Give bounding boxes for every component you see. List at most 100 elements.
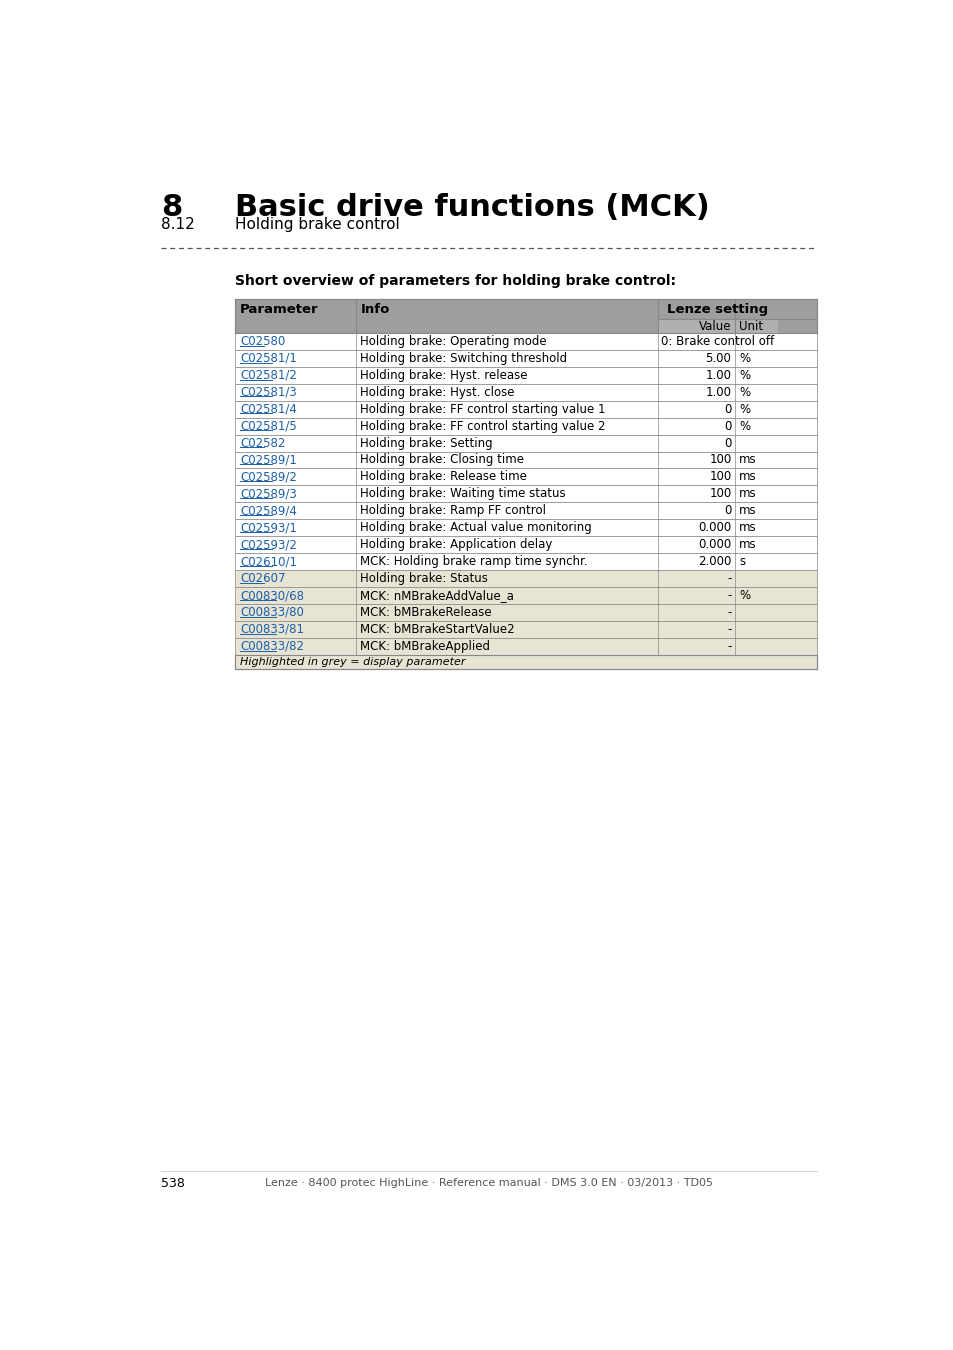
Text: C02607: C02607 [240,572,285,585]
Text: 0: 0 [723,436,731,450]
Text: %: % [739,352,750,365]
Text: ms: ms [739,521,756,535]
Text: s: s [739,555,744,568]
Text: ms: ms [739,487,756,501]
FancyBboxPatch shape [235,435,816,451]
Text: ms: ms [739,539,756,551]
FancyBboxPatch shape [235,300,816,333]
Text: C00833/80: C00833/80 [240,606,304,618]
Text: %: % [739,402,750,416]
Text: MCK: bMBrakeRelease: MCK: bMBrakeRelease [360,606,492,618]
FancyBboxPatch shape [235,333,816,350]
Text: C02610/1: C02610/1 [240,555,296,568]
Text: Short overview of parameters for holding brake control:: Short overview of parameters for holding… [235,274,676,288]
Text: -: - [726,640,731,653]
Text: C02581/2: C02581/2 [240,369,296,382]
Text: Holding brake: Switching threshold: Holding brake: Switching threshold [360,352,567,365]
Text: MCK: bMBrakeApplied: MCK: bMBrakeApplied [360,640,490,653]
Text: 100: 100 [708,470,731,483]
Text: Holding brake: Ramp FF control: Holding brake: Ramp FF control [360,505,546,517]
FancyBboxPatch shape [235,655,816,668]
Text: 1.00: 1.00 [705,369,731,382]
FancyBboxPatch shape [235,401,816,417]
Text: 100: 100 [708,487,731,501]
FancyBboxPatch shape [235,502,816,520]
FancyBboxPatch shape [235,367,816,383]
Text: C02593/2: C02593/2 [240,539,296,551]
FancyBboxPatch shape [235,637,816,655]
Text: Holding brake: Release time: Holding brake: Release time [360,470,527,483]
Text: Holding brake: FF control starting value 1: Holding brake: FF control starting value… [360,402,605,416]
FancyBboxPatch shape [235,451,816,468]
Text: C02581/3: C02581/3 [240,386,296,398]
FancyBboxPatch shape [235,570,816,587]
Text: Basic drive functions (MCK): Basic drive functions (MCK) [235,193,709,221]
Text: Lenze · 8400 protec HighLine · Reference manual · DMS 3.0 EN · 03/2013 · TD05: Lenze · 8400 protec HighLine · Reference… [265,1179,712,1188]
Text: Unit: Unit [739,320,762,332]
Text: Holding brake: FF control starting value 2: Holding brake: FF control starting value… [360,420,605,432]
Text: C00833/82: C00833/82 [240,640,304,653]
Text: C02582: C02582 [240,436,285,450]
Text: Holding brake: Application delay: Holding brake: Application delay [360,539,552,551]
FancyBboxPatch shape [235,587,816,603]
Text: Lenze setting: Lenze setting [667,302,768,316]
FancyBboxPatch shape [235,350,816,367]
Text: 2.000: 2.000 [698,555,731,568]
Text: -: - [726,589,731,602]
Text: C00830/68: C00830/68 [240,589,304,602]
Text: C02581/4: C02581/4 [240,402,296,416]
FancyBboxPatch shape [235,486,816,502]
Text: Parameter: Parameter [240,302,318,316]
Text: C02589/3: C02589/3 [240,487,296,501]
Text: Holding brake: Closing time: Holding brake: Closing time [360,454,524,467]
Text: ms: ms [739,505,756,517]
Text: 8: 8 [161,193,182,221]
Text: Holding brake: Waiting time status: Holding brake: Waiting time status [360,487,565,501]
Text: Holding brake control: Holding brake control [235,217,400,232]
Text: C02581/5: C02581/5 [240,420,296,432]
Text: C02589/2: C02589/2 [240,470,296,483]
Text: %: % [739,386,750,398]
Text: MCK: Holding brake ramp time synchr.: MCK: Holding brake ramp time synchr. [360,555,587,568]
FancyBboxPatch shape [235,621,816,637]
Text: 0.000: 0.000 [698,539,731,551]
Text: Holding brake: Status: Holding brake: Status [360,572,488,585]
Text: Value: Value [699,320,731,332]
Text: ms: ms [739,470,756,483]
Text: ms: ms [739,454,756,467]
Text: %: % [739,589,750,602]
FancyBboxPatch shape [658,319,778,333]
Text: 0: Brake control off: 0: Brake control off [660,335,774,348]
Text: 1.00: 1.00 [705,386,731,398]
FancyBboxPatch shape [235,417,816,435]
Text: 8.12: 8.12 [161,217,194,232]
Text: 0: 0 [723,505,731,517]
FancyBboxPatch shape [235,468,816,486]
Text: 0: 0 [723,402,731,416]
Text: MCK: nMBrakeAddValue_a: MCK: nMBrakeAddValue_a [360,589,514,602]
FancyBboxPatch shape [235,603,816,621]
Text: C02593/1: C02593/1 [240,521,296,535]
Text: C02589/4: C02589/4 [240,505,296,517]
Text: Holding brake: Hyst. close: Holding brake: Hyst. close [360,386,515,398]
Text: Holding brake: Actual value monitoring: Holding brake: Actual value monitoring [360,521,592,535]
Text: %: % [739,420,750,432]
Text: 0.000: 0.000 [698,521,731,535]
Text: 100: 100 [708,454,731,467]
Text: -: - [726,572,731,585]
FancyBboxPatch shape [235,383,816,401]
Text: Holding brake: Operating mode: Holding brake: Operating mode [360,335,546,348]
FancyBboxPatch shape [235,520,816,536]
FancyBboxPatch shape [235,536,816,554]
Text: 5.00: 5.00 [705,352,731,365]
Text: Holding brake: Hyst. release: Holding brake: Hyst. release [360,369,527,382]
Text: MCK: bMBrakeStartValue2: MCK: bMBrakeStartValue2 [360,622,515,636]
Text: C02589/1: C02589/1 [240,454,296,467]
Text: C00833/81: C00833/81 [240,622,304,636]
Text: -: - [726,606,731,618]
Text: Info: Info [360,302,389,316]
Text: Holding brake: Setting: Holding brake: Setting [360,436,493,450]
Text: C02580: C02580 [240,335,285,348]
Text: 538: 538 [161,1176,185,1189]
Text: -: - [726,622,731,636]
